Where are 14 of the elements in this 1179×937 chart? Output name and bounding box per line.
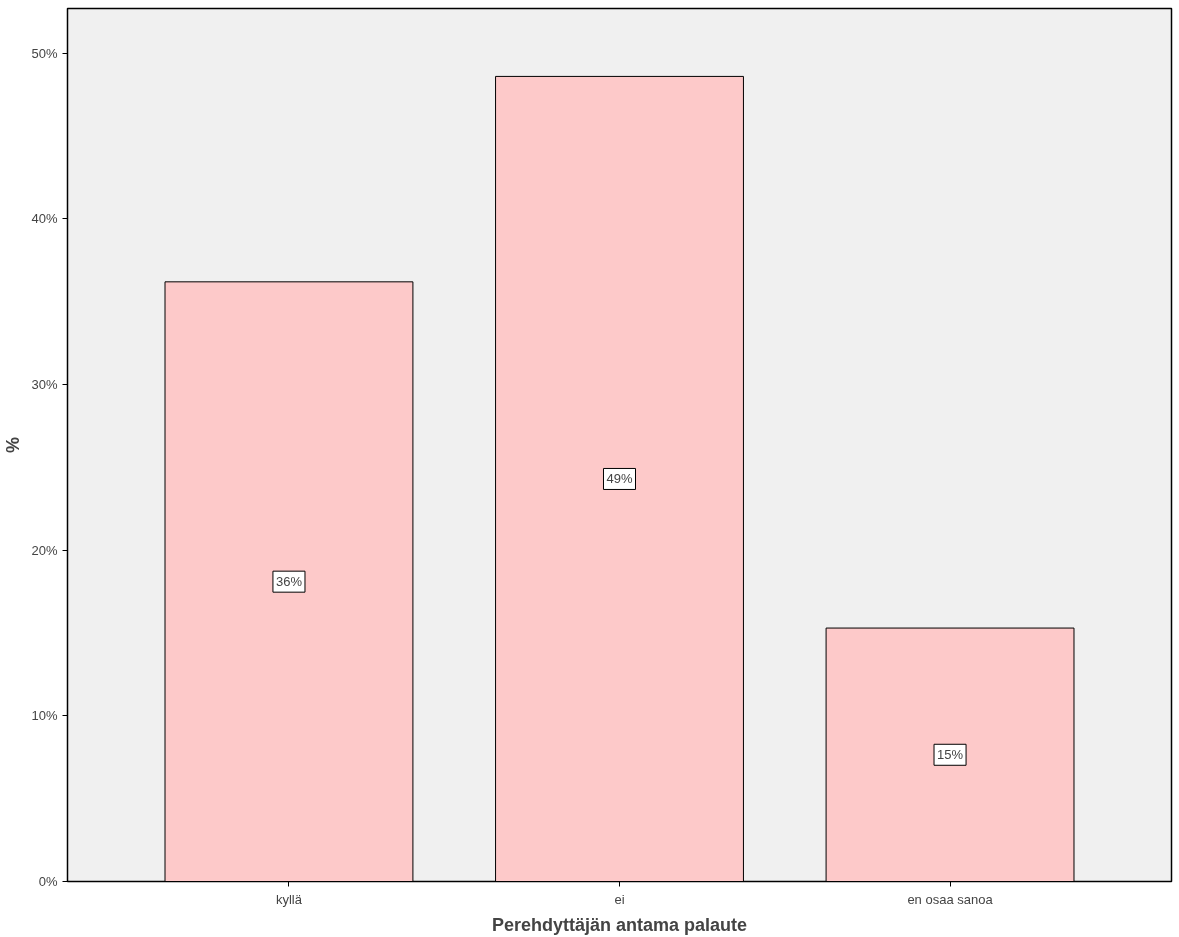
x-tick-label: ei	[614, 891, 625, 907]
y-tick-label: 10%	[31, 708, 58, 724]
y-tick-label: 40%	[31, 211, 58, 227]
x-tick-label: kyllä	[275, 891, 303, 907]
data-label: 49%	[606, 471, 633, 487]
x-tick-label: en osaa sanoa	[907, 891, 994, 907]
y-tick-label: 30%	[31, 377, 58, 393]
data-label: 36%	[275, 574, 303, 590]
x-axis-title: Perehdyttäjän antama palaute	[491, 914, 748, 935]
y-axis-title: %	[3, 436, 24, 453]
y-tick-label: 0%	[38, 874, 58, 889]
y-tick-label: 50%	[31, 45, 58, 61]
data-label: 15%	[937, 747, 964, 763]
y-tick-label: 20%	[31, 542, 58, 558]
